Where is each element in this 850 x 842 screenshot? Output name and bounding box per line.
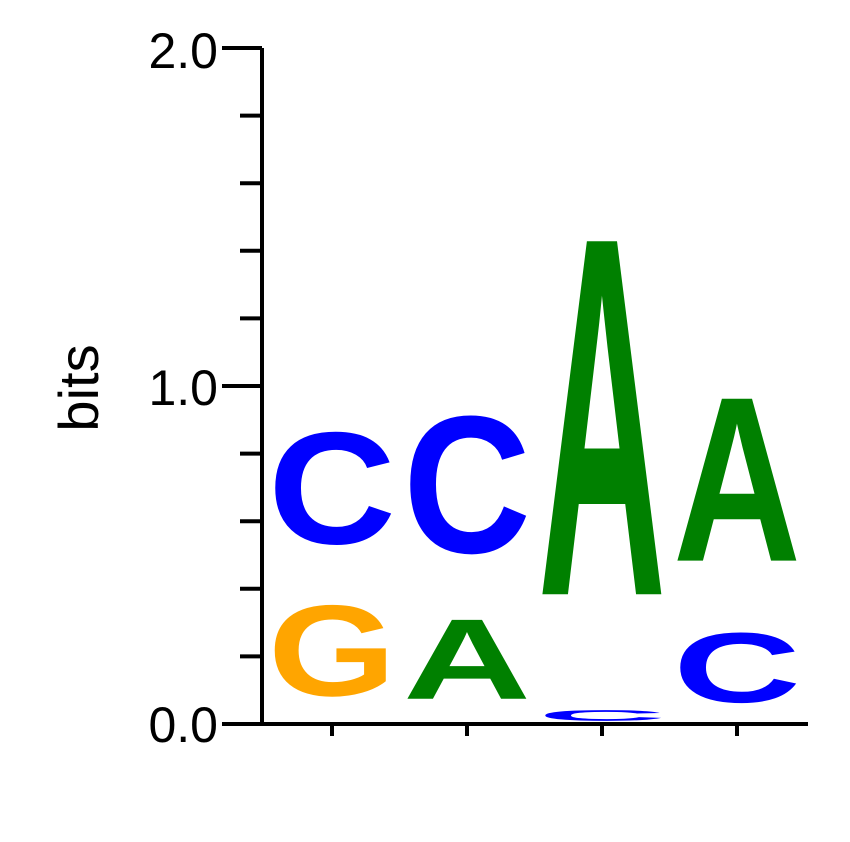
x-ticks <box>330 724 739 736</box>
letter-A-pos2: A <box>403 595 531 723</box>
letter-G-pos1: G <box>268 579 396 724</box>
letter-C-pos4: C <box>673 613 801 724</box>
letter-A-pos3: A <box>538 132 666 704</box>
letter-C-pos2: C <box>403 375 531 594</box>
letter-C-pos3: C <box>538 707 666 724</box>
stack-position-1: GC <box>268 399 396 724</box>
x-axis <box>262 722 808 736</box>
y-tick-label-1: 1.0 <box>148 360 218 416</box>
y-tick-label-0: 0.0 <box>148 697 218 753</box>
stack-position-4: CA <box>673 348 801 723</box>
stack-position-2: AC <box>403 375 531 723</box>
y-ticks <box>222 46 262 726</box>
y-axis: 0.0 1.0 2.0 bits <box>47 23 264 753</box>
y-axis-title: bits <box>47 344 110 431</box>
letter-C-pos1: C <box>268 399 396 578</box>
y-tick-label-2: 2.0 <box>148 23 218 79</box>
stack-position-3: CA <box>538 132 666 724</box>
letter-A-pos4: A <box>673 348 801 611</box>
